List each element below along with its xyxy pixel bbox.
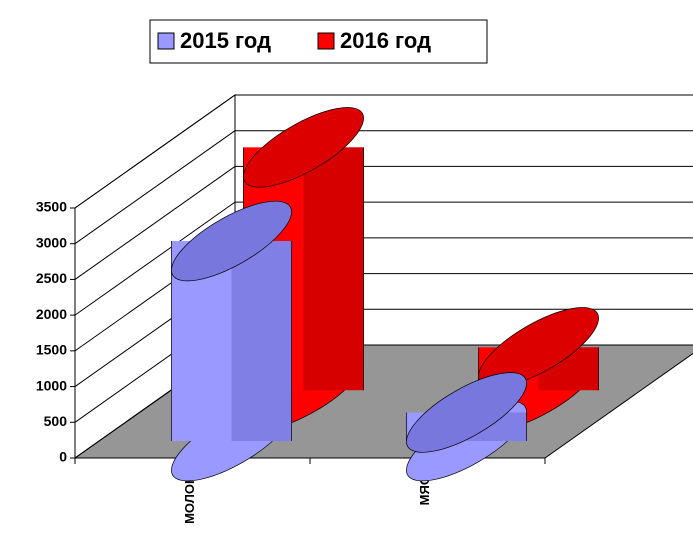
grid-line [74, 94, 236, 209]
y-tick-label: 2000 [36, 306, 67, 322]
legend-label: 2016 год [340, 28, 431, 53]
y-tick-label: 500 [44, 413, 68, 429]
cylinder [171, 200, 292, 482]
cylinder-top [171, 200, 292, 282]
y-tick-label: 1500 [36, 342, 67, 358]
cylinder [406, 372, 527, 482]
floor [73, 344, 693, 459]
cylinder-shade [303, 147, 364, 391]
y-tick-label: 0 [59, 449, 67, 465]
y-tick-label: 2500 [36, 270, 67, 286]
grid-line [74, 201, 236, 316]
y-tick-label: 3500 [36, 199, 67, 215]
y-tick-label: 1000 [36, 377, 67, 393]
y-tick-label: 3000 [36, 234, 67, 250]
cylinder-top [243, 107, 364, 188]
legend-swatch [317, 32, 335, 50]
cylinder-shade [231, 241, 292, 442]
legend-label: 2015 год [180, 28, 271, 53]
cylinder-top [406, 372, 527, 453]
grid-line [74, 166, 236, 280]
legend-swatch [157, 32, 175, 50]
grid-line [74, 130, 236, 245]
